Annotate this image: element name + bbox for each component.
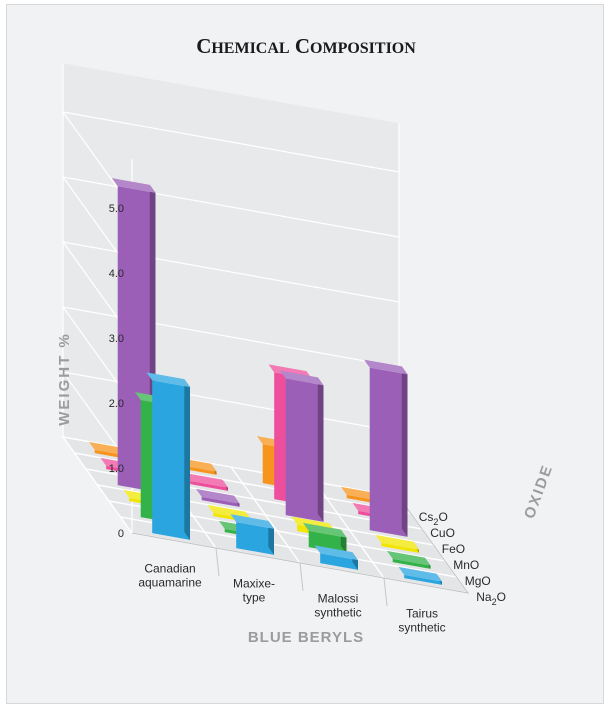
gridline — [61, 306, 400, 404]
bar-top — [375, 534, 419, 550]
y-axis-title: WEIGHT % — [56, 332, 73, 426]
gridline — [61, 111, 400, 209]
y-tick-label: 0 — [118, 528, 124, 540]
bar-front — [201, 496, 240, 507]
bar-front — [285, 378, 324, 522]
bar-top — [112, 178, 156, 193]
category-label: Malossi synthetic — [314, 592, 361, 620]
chart-canvas: CHEMICAL COMPOSITION 0 1.0 2.0 3.0 4.0 5.0 WEIG… — [56, 34, 556, 646]
bar-top — [184, 472, 228, 488]
gridline — [61, 176, 400, 274]
bar-front — [152, 380, 190, 540]
bar-front — [404, 574, 442, 585]
bar-top — [196, 488, 240, 504]
y-tick-label: 2.0 — [109, 398, 124, 410]
oxide-label: MnO — [453, 558, 479, 572]
back-wall — [63, 63, 399, 498]
bar-na2o-3 — [398, 566, 442, 585]
bar-mgo-3 — [387, 550, 431, 569]
chart-frame: CHEMICAL COMPOSITION 0 1.0 2.0 3.0 4.0 5.0 WEIG… — [6, 4, 604, 704]
bar-front — [381, 542, 419, 553]
bar-top — [387, 550, 431, 566]
y-tick-label: 1.0 — [109, 463, 124, 475]
bar-side — [184, 379, 190, 540]
bar-mno-3 — [375, 534, 419, 553]
bar-top — [230, 514, 274, 529]
bar-top — [364, 359, 408, 375]
bar-top — [146, 372, 190, 388]
bar-na2o-1 — [230, 514, 274, 555]
oxide-label: FeO — [442, 542, 465, 556]
category-separator — [215, 547, 220, 577]
category-separator — [299, 562, 304, 592]
z-axis-title: OXIDE — [521, 462, 556, 521]
bar-front — [369, 367, 408, 537]
y-tick-label: 5.0 — [109, 203, 124, 215]
bar-front — [392, 558, 431, 569]
bar-top — [303, 522, 347, 538]
bar-front — [320, 553, 358, 570]
bar-side — [317, 377, 324, 522]
category-separator — [383, 577, 388, 607]
bar-front — [190, 480, 228, 491]
oxide-label: MgO — [465, 574, 491, 588]
y-tick-label: 4.0 — [109, 268, 124, 280]
bar-top — [280, 370, 324, 386]
gridline — [61, 241, 400, 339]
bar-top — [398, 566, 442, 582]
bar-na2o-2 — [314, 545, 358, 570]
x-axis-title: BLUE BERYLS — [248, 629, 364, 646]
y-tick-label: 3.0 — [109, 333, 124, 345]
bar-na2o-0 — [146, 372, 190, 540]
oxide-label: Na2O — [476, 590, 506, 607]
bar-side — [401, 366, 408, 537]
chart-labels: CHEMICAL COMPOSITION 0 1.0 2.0 3.0 4.0 5.0 WEIG… — [56, 34, 556, 646]
bar-feo-3 — [364, 359, 408, 537]
bar-side — [268, 520, 274, 555]
bar-top — [314, 545, 358, 561]
oxide-label: Cs2O — [419, 510, 448, 527]
category-label: Tairus synthetic — [398, 607, 445, 635]
bar-feo-2 — [280, 370, 324, 522]
chart-title: CHEMICAL COMPOSITION — [196, 34, 416, 58]
bar-feo-1 — [196, 488, 240, 507]
category-label: Maxixe-type — [233, 577, 275, 605]
chart-bars — [89, 178, 442, 585]
base-edge — [131, 496, 470, 594]
bar-cuo-1 — [184, 472, 228, 491]
category-label: Canadian aquamarine — [138, 562, 202, 590]
bar-front — [236, 522, 274, 555]
oxide-label: CuO — [430, 526, 455, 540]
